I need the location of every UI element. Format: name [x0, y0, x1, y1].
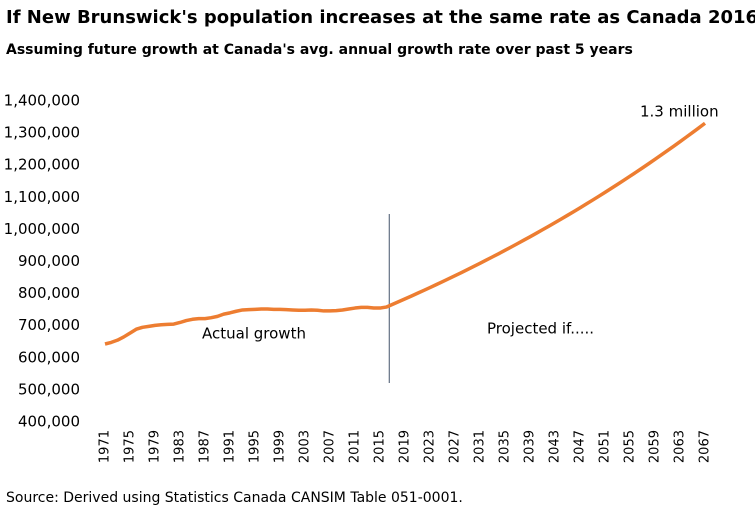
annotation: Actual growth: [202, 325, 306, 343]
y-tick-label: 600,000: [18, 348, 80, 366]
chart-title: If New Brunswick's population increases …: [6, 7, 755, 28]
annotation: 1.3 million: [640, 103, 719, 121]
x-tick-label: 2027: [448, 430, 463, 463]
x-tick-label: 2015: [373, 430, 388, 463]
x-tick-label: 2063: [673, 430, 688, 463]
x-tick-label: 2059: [648, 430, 663, 463]
x-tick-label: 2031: [473, 430, 488, 463]
y-tick-label: 1,200,000: [4, 156, 80, 174]
y-tick-label: 1,100,000: [4, 188, 80, 206]
x-tick-label: 2007: [323, 430, 338, 463]
x-tick-label: 1979: [148, 430, 163, 463]
x-tick-label: 2047: [573, 430, 588, 463]
y-tick-label: 400,000: [18, 413, 80, 431]
source-note: Source: Derived using Statistics Canada …: [6, 490, 463, 506]
x-tick-label: 1987: [198, 430, 213, 463]
x-tick-label: 1991: [223, 430, 238, 463]
y-tick-label: 1,000,000: [4, 220, 80, 238]
x-tick-label: 1999: [273, 430, 288, 463]
y-tick-label: 1,300,000: [4, 124, 80, 142]
data-line: [104, 121, 707, 346]
x-tick-label: 2023: [423, 430, 438, 463]
x-tick-label: 2043: [548, 430, 563, 463]
x-tick-label: 2055: [623, 430, 638, 463]
chart-subtitle: Assuming future growth at Canada's avg. …: [6, 42, 633, 58]
x-tick-label: 1975: [123, 430, 138, 463]
x-tick-label: 2035: [498, 430, 513, 463]
y-tick-label: 800,000: [18, 284, 80, 302]
y-tick-label: 700,000: [18, 316, 80, 334]
y-tick-label: 500,000: [18, 380, 80, 398]
x-tick-label: 2051: [598, 430, 613, 463]
y-tick-label: 900,000: [18, 252, 80, 270]
annotation: Projected if.....: [487, 320, 594, 338]
x-tick-label: 1995: [248, 430, 263, 463]
y-tick-label: 1,400,000: [4, 92, 80, 110]
x-tick-label: 2067: [698, 430, 713, 463]
x-tick-label: 2003: [298, 430, 313, 463]
x-tick-label: 2039: [523, 430, 538, 463]
x-tick-label: 1983: [173, 430, 188, 463]
x-tick-label: 1971: [98, 430, 113, 463]
x-tick-label: 2019: [398, 430, 413, 463]
x-tick-label: 2011: [348, 430, 363, 463]
